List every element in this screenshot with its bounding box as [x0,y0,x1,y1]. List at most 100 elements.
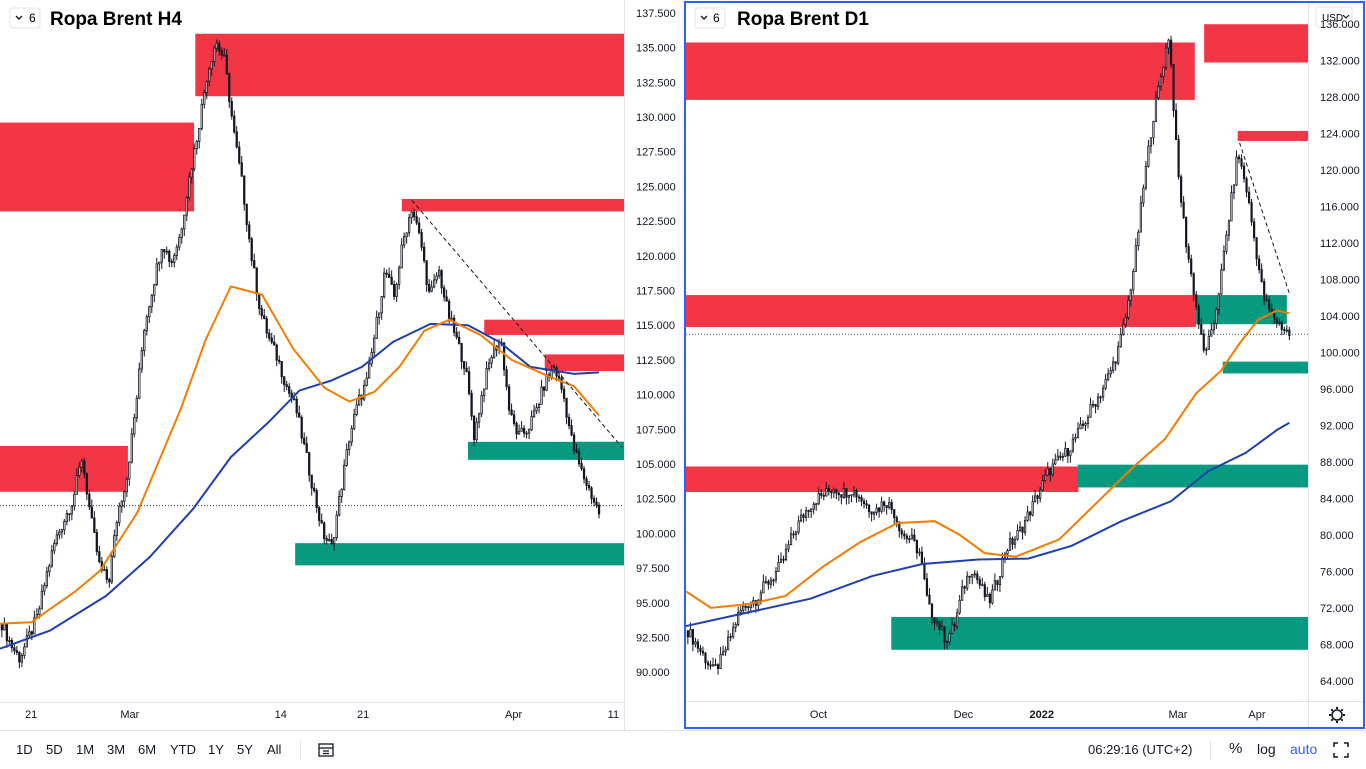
candle-body [709,664,712,667]
time-tick-label: 21 [357,709,369,721]
candle-body [268,332,271,339]
candle-body [1102,387,1105,398]
price-tick-label: 95.000 [636,598,670,610]
trendline [411,199,623,448]
candle-body [772,579,775,582]
candle-body [467,371,471,394]
candle-body [805,510,808,518]
candle-body [714,664,717,667]
timeframe-ytd[interactable]: YTD [170,742,196,757]
candle-body [527,429,531,434]
price-tick-label: 120.000 [1320,165,1360,177]
resistance-zone [686,295,1197,327]
candle-body [1094,404,1097,407]
log-scale-toggle[interactable]: log [1257,741,1276,757]
candle-body [885,505,888,508]
candle-body [993,580,996,591]
timeframe-1y[interactable]: 1Y [208,742,224,757]
timeframe-1m[interactable]: 1M [76,742,95,757]
price-tick-label: 80.000 [1320,530,1354,542]
candle-body [971,573,974,578]
candle-body [103,569,106,571]
auto-scale-toggle[interactable]: auto [1290,741,1318,757]
candle-body [535,407,538,412]
candle-body [998,576,1002,585]
price-tick-label: 104.000 [1320,311,1360,323]
candle-body [739,609,742,613]
candle-body [827,488,830,492]
candle-body [43,585,46,592]
candle-body [390,276,393,285]
candle-body [425,260,428,285]
price-tick-label: 124.000 [1320,129,1360,141]
gear-icon[interactable] [1329,707,1345,723]
candle-body [1195,294,1198,307]
currency-selector[interactable] [1315,6,1353,28]
timeframe-6m[interactable]: 6M [138,742,157,757]
timeframe-1d[interactable]: 1D [16,742,33,757]
candle-body [128,461,131,480]
trendline [1239,142,1290,294]
price-tick-label: 100.000 [1320,348,1360,360]
timeframe-5d[interactable]: 5D [46,742,63,757]
candle-body [153,284,156,296]
time-tick-label: 14 [275,709,287,721]
candle-body [445,296,448,302]
candle-body [1056,455,1059,461]
currency-label: USD [1322,13,1343,24]
time-tick-label: Mar [1169,709,1188,721]
candle-body [1029,511,1032,516]
candle-body [812,503,815,510]
candle-body [148,306,151,318]
candle-body [920,551,924,564]
support-zone [468,441,624,460]
candle-body [48,565,51,573]
resistance-zone [0,122,195,212]
timeframe-5y[interactable]: 5Y [237,742,253,757]
price-tick-label: 112.000 [1320,238,1359,250]
candle-body [734,624,737,628]
candle-body [557,375,561,379]
candle-body [1001,557,1004,577]
candle-body [315,490,318,509]
timeframe-3m[interactable]: 3M [107,742,126,757]
price-tick-label: 84.000 [1320,493,1354,505]
candle-body [1263,281,1266,301]
right-pane-collapse-button[interactable] [694,7,726,29]
candle-body [852,490,856,496]
candle-body [862,500,866,505]
date-range-icon[interactable] [317,741,335,759]
candle-body [704,652,707,664]
candle-body [1182,201,1185,218]
price-tick-label: 125.000 [636,181,676,193]
candle-body [243,175,246,205]
left-pane-collapse-button[interactable] [9,7,41,29]
candle-body [958,599,961,614]
candle-body [1180,176,1183,203]
candle-body [905,535,908,540]
candle-body [769,579,773,585]
support-zone [1222,361,1308,374]
candle-body [353,414,356,429]
candle-body [70,505,73,515]
candle-body [900,530,903,535]
candle-body [572,434,576,451]
fullscreen-icon[interactable] [1332,741,1350,759]
candle-body [318,507,321,521]
candle-body [742,605,745,611]
candle-body [1202,333,1205,351]
clock[interactable]: 06:29:16 (UTC+2) [1088,742,1193,757]
timeframe-all[interactable]: All [267,742,282,757]
candle-body [110,555,113,583]
candle-body [696,641,700,649]
candle-body [265,318,268,334]
percent-scale-toggle[interactable]: % [1229,740,1243,757]
candle-body [225,54,228,74]
candle-body [1044,474,1047,481]
candle-body [1021,526,1024,533]
candle-body [233,115,236,133]
candle-body [283,376,286,386]
candle-body [1227,220,1231,236]
candle-body [1265,299,1268,302]
candle-body [253,260,256,269]
